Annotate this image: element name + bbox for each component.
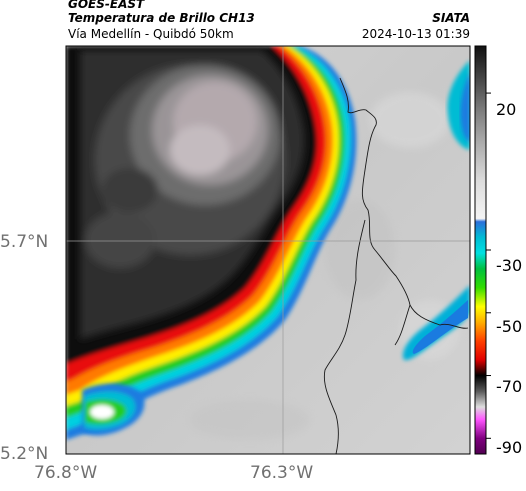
- colorbar: [474, 45, 491, 455]
- gridlines: [66, 46, 470, 454]
- satellite-image: [66, 46, 470, 454]
- lon-tick-76.8W: 76.8°W: [34, 463, 98, 483]
- region-subtitle: Vía Medellín - Quibdó 50km: [68, 27, 234, 41]
- lat-tick-5.7N: 5.7°N: [0, 232, 49, 252]
- cloud-remnant-lowerleft: [82, 383, 145, 436]
- colorbar-label-m50: -50: [496, 317, 523, 336]
- lon-tick-76.3W: 76.3°W: [250, 463, 314, 483]
- colorbar-label-m90: -90: [496, 438, 523, 457]
- organization-label: SIATA: [432, 11, 470, 25]
- boundary-lines: [323, 77, 469, 454]
- colorbar-ticks: [486, 92, 491, 439]
- product-title: Temperatura de Brillo CH13: [68, 11, 255, 25]
- satellite-title: GOES-EAST: [68, 0, 145, 11]
- cloud-top-body: [80, 50, 305, 340]
- colorbar-label-m70: -70: [496, 377, 523, 396]
- colorbar-label-20: 20: [496, 100, 517, 119]
- timestamp-label: 2024-10-13 01:39: [361, 27, 470, 41]
- map-frame: [65, 45, 471, 455]
- colorbar-label-m30: -30: [496, 256, 523, 275]
- colorbar-scale: [475, 46, 486, 454]
- lat-tick-5.2N: 5.2°N: [0, 444, 49, 464]
